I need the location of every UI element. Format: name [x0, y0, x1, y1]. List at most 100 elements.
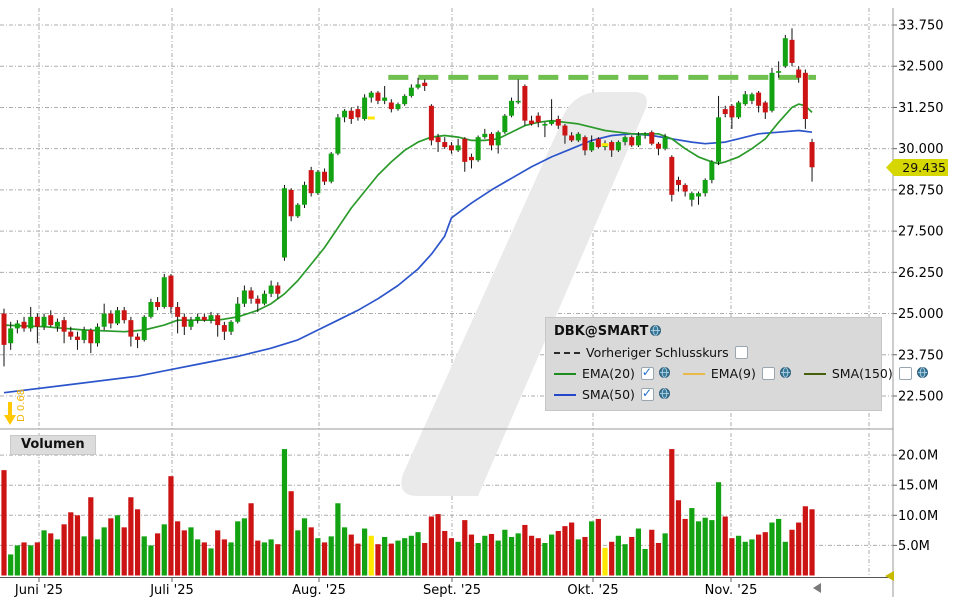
volume-bar	[362, 528, 368, 576]
volume-bar	[255, 540, 261, 576]
candle-body	[448, 145, 454, 151]
prev-close-line-sample	[554, 351, 580, 354]
candle-body	[94, 326, 100, 344]
legend-sma50-row: SMA(50)	[554, 383, 873, 405]
volume-bar	[515, 533, 521, 576]
volume-bar	[301, 518, 308, 576]
candle-body	[288, 189, 294, 217]
volume-bar	[569, 522, 575, 576]
candle-body	[535, 115, 541, 123]
candle-body	[589, 142, 595, 151]
ema9-checkbox[interactable]	[761, 367, 775, 380]
volume-bar	[195, 539, 201, 576]
price-axis-label: 33.750	[898, 19, 944, 34]
candle-body	[769, 72, 775, 111]
sma50-line	[3, 129, 813, 394]
event-marker-yellow-tick	[601, 143, 609, 147]
symbol-label: DBK@SMART	[554, 324, 649, 339]
volume-bar	[275, 544, 281, 576]
candle-body	[575, 133, 581, 141]
volume-bar	[161, 524, 167, 576]
volume-bar	[609, 541, 615, 576]
volume-bar	[709, 520, 715, 576]
volume-bar	[535, 538, 541, 576]
candle-body	[54, 321, 60, 327]
volume-bar	[769, 522, 775, 576]
candle-body	[682, 184, 688, 192]
candle-body	[709, 161, 715, 180]
volume-bar	[355, 543, 361, 576]
price-series	[1, 28, 817, 576]
volume-bar	[582, 536, 588, 576]
candle-body	[388, 102, 394, 110]
volume-bar	[28, 545, 34, 576]
candle-body	[61, 320, 67, 332]
volume-bar	[281, 449, 288, 576]
candle-body	[208, 315, 214, 321]
volume-axis-marker-icon	[885, 571, 894, 581]
candle-body	[355, 109, 361, 118]
candle-body	[315, 171, 321, 194]
volume-bar	[34, 542, 40, 576]
volume-bar	[268, 539, 274, 576]
volume-bar	[248, 503, 254, 576]
price-axis-label: 25.000	[898, 307, 944, 322]
volume-axis-label: 5.0M	[898, 539, 930, 554]
volume-bar	[382, 536, 388, 576]
volume-bar	[715, 482, 722, 576]
volume-bar	[495, 540, 501, 576]
prev-close-checkbox[interactable]	[734, 346, 748, 359]
volume-bar	[548, 534, 555, 576]
volume-bar	[235, 521, 241, 576]
volume-bar	[455, 541, 461, 576]
ema20-globe-icon[interactable]	[658, 363, 670, 384]
volume-bar	[435, 514, 441, 576]
volume-bar	[442, 530, 448, 576]
ema20-checkbox[interactable]	[640, 362, 654, 383]
candle-body	[515, 100, 521, 103]
candle-body	[455, 145, 461, 151]
volume-bar	[348, 534, 354, 576]
volume-bar	[134, 509, 141, 576]
x-axis-month-label: Aug. '25	[292, 583, 346, 598]
volume-bar	[261, 542, 268, 576]
volume-bar	[448, 538, 455, 576]
volume-bar	[88, 497, 94, 576]
volume-bar	[154, 533, 161, 576]
candle-body	[428, 105, 434, 141]
candle-body	[462, 138, 468, 162]
candle-body	[308, 170, 314, 194]
info-globe-icon[interactable]	[650, 321, 662, 342]
volume-bar	[595, 518, 601, 576]
volume-bar	[428, 516, 434, 576]
ema9-label: EMA(9)	[710, 366, 756, 381]
volume-bar	[368, 535, 374, 576]
sma150-checkbox[interactable]	[898, 367, 912, 380]
candle-body	[482, 133, 488, 138]
sma50-globe-icon[interactable]	[658, 384, 670, 405]
candle-body	[261, 293, 267, 304]
price-axis-label: 23.750	[898, 348, 944, 363]
sma150-globe-icon[interactable]	[916, 363, 928, 384]
candle-body	[88, 330, 94, 344]
volume-bar	[622, 544, 628, 576]
volume-bar	[288, 491, 294, 576]
ema9-globe-icon[interactable]	[779, 363, 791, 384]
candle-body	[595, 138, 601, 148]
sma50-checkbox[interactable]	[640, 383, 654, 404]
candle-body	[669, 156, 675, 195]
candle-body	[782, 38, 788, 67]
price-axis-label: 22.500	[898, 390, 944, 405]
volume-bar	[562, 526, 568, 576]
candle-body	[502, 115, 508, 133]
timeline-end-arrow-icon[interactable]	[813, 583, 821, 593]
volume-bar	[802, 506, 808, 576]
sma150-label: SMA(150)	[831, 366, 893, 381]
candle-body	[635, 135, 641, 146]
candle-body	[268, 285, 274, 294]
volume-bar	[241, 518, 248, 576]
dividend-marker-label: D 0.68	[16, 388, 27, 422]
price-axis-label: 30.000	[898, 142, 944, 157]
prev-close-label: Vorheriger Schlusskurs	[586, 345, 729, 360]
